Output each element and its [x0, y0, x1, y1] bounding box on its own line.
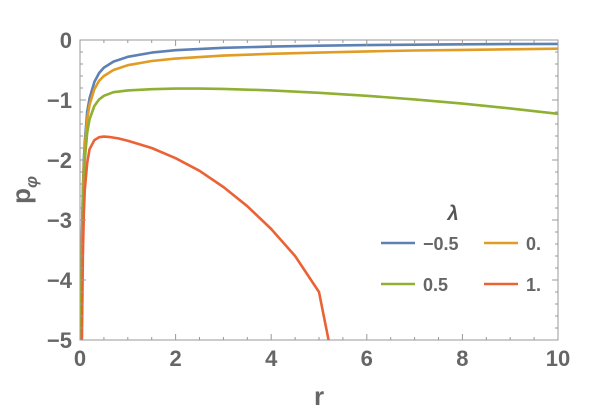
series-line-3 — [80, 135, 330, 340]
legend: λ −0.5 0. 0.5 1. — [381, 203, 541, 295]
x-axis-title: r — [314, 381, 324, 411]
y-tick-label: −3 — [47, 208, 72, 233]
y-tick-label: −4 — [47, 268, 73, 293]
legend-label-3: 1. — [526, 275, 541, 295]
x-tick-label: 2 — [169, 346, 181, 371]
legend-title: λ — [446, 203, 458, 225]
legend-label-1: 0. — [526, 234, 541, 254]
x-tick-label: 6 — [361, 346, 373, 371]
x-tick-label: 0 — [74, 346, 86, 371]
y-axis-title-main: p — [6, 188, 36, 204]
legend-label-2: 0.5 — [423, 275, 448, 295]
y-tick-label: 0 — [60, 28, 72, 53]
tick-labels-group: 0 2 4 6 8 10 0 −1 −2 −3 −4 −5 — [47, 28, 570, 371]
legend-label-0: −0.5 — [423, 234, 459, 254]
y-tick-label: −1 — [47, 88, 72, 113]
x-tick-label: 8 — [456, 346, 468, 371]
y-tick-label: −5 — [47, 328, 72, 353]
series-line-2 — [80, 87, 558, 340]
y-tick-label: −2 — [47, 148, 72, 173]
y-axis-title: pφ — [6, 176, 41, 204]
y-axis-title-subscript: φ — [22, 176, 41, 188]
series-group — [80, 42, 558, 340]
x-tick-label: 10 — [546, 346, 570, 371]
x-tick-label: 4 — [265, 346, 278, 371]
ticks-group — [79, 39, 559, 341]
